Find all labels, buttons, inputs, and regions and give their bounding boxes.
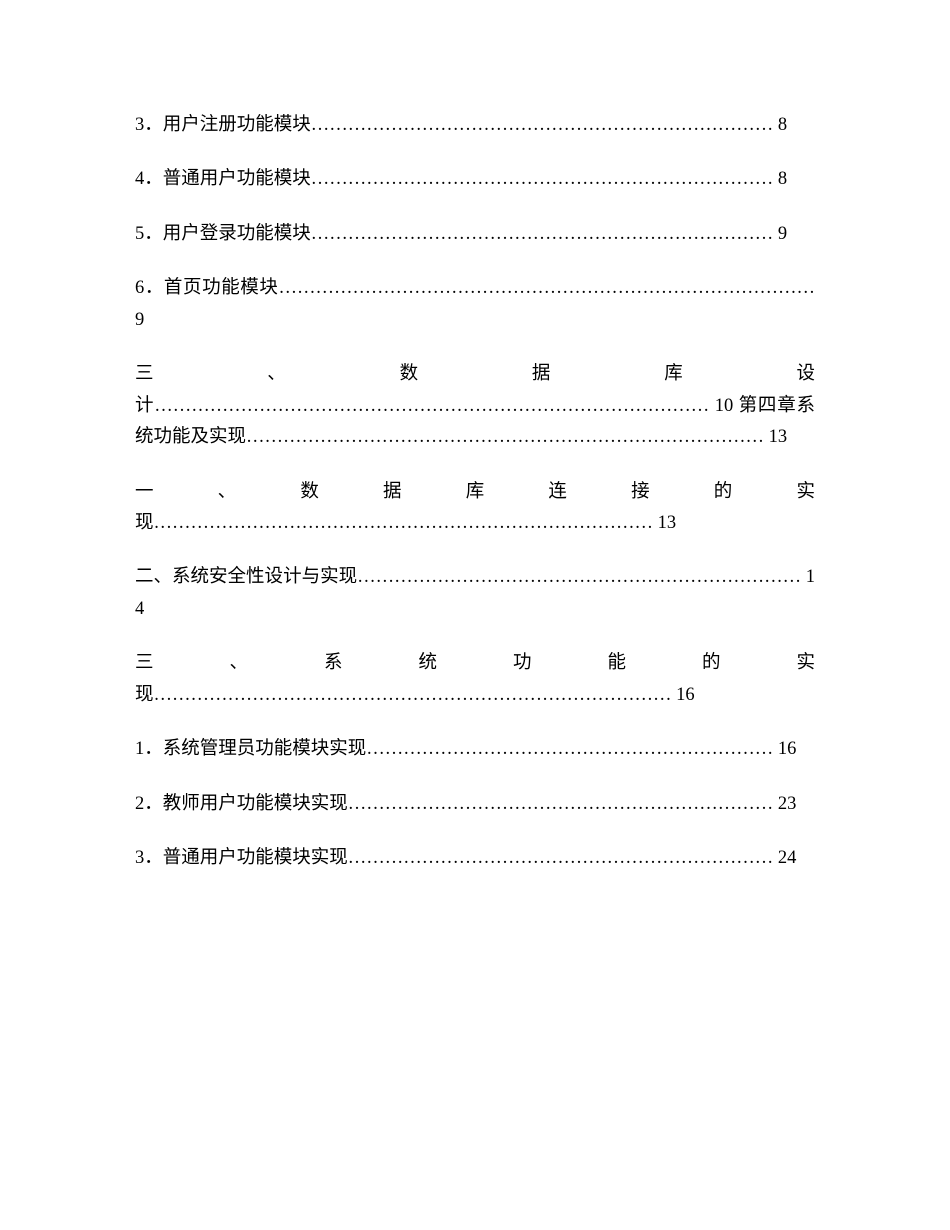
toc-entry: 3．普通用户功能模块实现…………………………………………………………… 24 — [135, 843, 815, 874]
toc-entry: 5．用户登录功能模块………………………………………………………………… 9 — [135, 219, 815, 250]
toc-entry: 三、系统功能的实现………………………………………………………………………… 16 — [135, 648, 815, 711]
toc-entry: 6．首页功能模块…………………………………………………………………………… 9 — [135, 273, 815, 336]
toc-entry: 2．教师用户功能模块实现…………………………………………………………… 23 — [135, 789, 815, 820]
toc-entry: 一、数据库连接的实现……………………………………………………………………… 13 — [135, 477, 815, 540]
toc-entry: 三、数据库设计……………………………………………………………………………… 10… — [135, 359, 815, 453]
toc-entry: 4．普通用户功能模块………………………………………………………………… 8 — [135, 164, 815, 195]
toc-entry: 1．系统管理员功能模块实现………………………………………………………… 16 — [135, 734, 815, 765]
toc-container: 3．用户注册功能模块………………………………………………………………… 8 4．… — [135, 110, 815, 874]
toc-entry: 3．用户注册功能模块………………………………………………………………… 8 — [135, 110, 815, 141]
toc-entry: 二、系统安全性设计与实现……………………………………………………………… 14 — [135, 562, 815, 625]
